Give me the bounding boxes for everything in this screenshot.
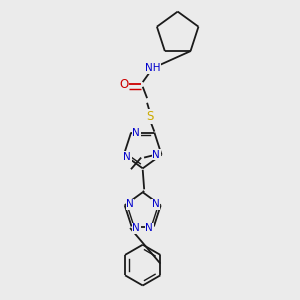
Text: NH: NH	[145, 63, 161, 74]
Text: O: O	[119, 78, 128, 91]
Text: N: N	[152, 199, 159, 209]
Text: S: S	[146, 110, 154, 123]
Text: N: N	[132, 128, 140, 137]
Text: N: N	[132, 223, 140, 233]
Text: N: N	[152, 150, 160, 160]
Text: N: N	[124, 152, 131, 162]
Text: N: N	[145, 223, 153, 233]
Text: N: N	[126, 199, 134, 209]
